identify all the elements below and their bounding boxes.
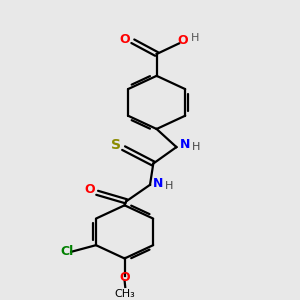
Text: S: S xyxy=(111,139,121,152)
Text: CH₃: CH₃ xyxy=(115,289,136,298)
Text: N: N xyxy=(179,138,190,151)
Text: O: O xyxy=(85,183,95,196)
Text: H: H xyxy=(191,142,200,152)
Text: H: H xyxy=(191,33,199,43)
Text: O: O xyxy=(119,272,130,284)
Text: Cl: Cl xyxy=(61,245,74,258)
Text: H: H xyxy=(165,181,173,191)
Text: O: O xyxy=(177,34,188,47)
Text: N: N xyxy=(153,177,164,190)
Text: O: O xyxy=(119,33,130,46)
